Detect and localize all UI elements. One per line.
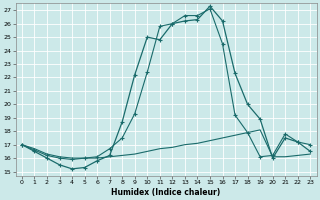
X-axis label: Humidex (Indice chaleur): Humidex (Indice chaleur) (111, 188, 221, 197)
